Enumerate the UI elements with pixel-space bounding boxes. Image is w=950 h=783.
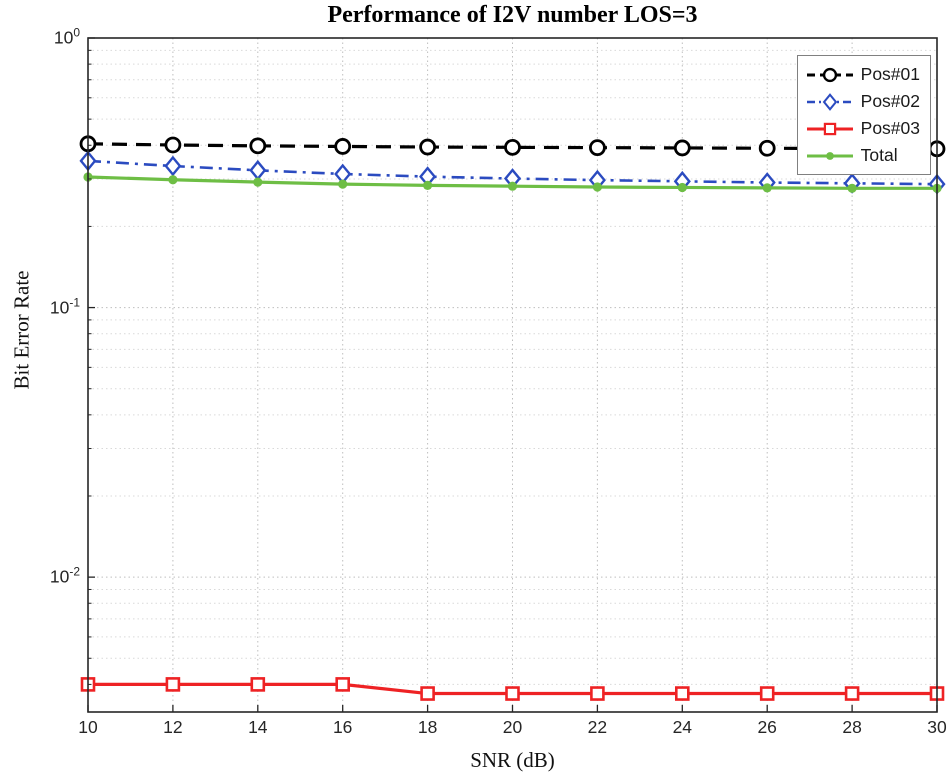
x-tick-label: 12 bbox=[163, 717, 183, 737]
marker-diamond-open bbox=[164, 155, 182, 177]
marker-circle-open bbox=[249, 137, 267, 155]
series-line-pos01 bbox=[87, 142, 938, 151]
marker-circle-open bbox=[589, 139, 606, 157]
x-tick-label: 10 bbox=[78, 717, 98, 737]
y-tick-label: 10-1 bbox=[49, 295, 80, 317]
legend-sample-total bbox=[806, 151, 853, 160]
x-tick-label: 22 bbox=[587, 717, 608, 737]
legend-label: Pos#03 bbox=[860, 118, 920, 138]
marker-circle-open bbox=[758, 139, 776, 157]
marker-circle-open bbox=[822, 67, 837, 82]
legend-label: Pos#02 bbox=[860, 91, 920, 111]
legend-sample-pos03 bbox=[806, 122, 853, 135]
x-tick-label: 28 bbox=[842, 717, 862, 737]
legend-label: Pos#01 bbox=[860, 64, 920, 84]
marker-circle-filled bbox=[825, 151, 834, 160]
x-tick-label: 30 bbox=[927, 717, 947, 737]
legend-item-pos03: Pos#03 bbox=[806, 115, 920, 142]
marker-square-open bbox=[823, 122, 836, 135]
marker-circle-filled bbox=[592, 182, 603, 192]
x-tick-label: 24 bbox=[672, 717, 693, 737]
marker-circle-filled bbox=[762, 183, 772, 193]
y-tick-label: 100 bbox=[53, 25, 80, 48]
marker-square-open bbox=[250, 677, 266, 692]
x-tick-label: 18 bbox=[417, 717, 438, 737]
marker-circle-filled bbox=[253, 177, 263, 187]
x-tick-label: 26 bbox=[757, 717, 777, 737]
marker-diamond-open bbox=[822, 92, 837, 111]
x-tick-label: 16 bbox=[332, 717, 353, 737]
legend-sample-pos01 bbox=[806, 67, 853, 82]
marker-square-open bbox=[759, 686, 775, 701]
marker-circle-filled bbox=[677, 182, 687, 193]
marker-circle-open bbox=[504, 138, 521, 156]
marker-square-open bbox=[844, 686, 860, 701]
marker-circle-filled bbox=[423, 180, 433, 190]
marker-circle-open bbox=[673, 139, 691, 157]
marker-square-open bbox=[505, 686, 520, 701]
legend-item-pos02: Pos#02 bbox=[806, 88, 920, 115]
marker-circle-filled bbox=[168, 175, 178, 185]
legend-item-pos01: Pos#01 bbox=[806, 61, 920, 88]
marker-diamond-open bbox=[249, 159, 267, 181]
legend-label: Total bbox=[860, 145, 898, 165]
marker-square-open bbox=[335, 677, 351, 692]
marker-square-open bbox=[165, 677, 181, 692]
legend-item-total: Total bbox=[806, 142, 920, 169]
marker-circle-filled bbox=[847, 183, 857, 193]
x-axis-label: SNR (dB) bbox=[470, 748, 555, 772]
marker-square-open bbox=[674, 686, 690, 701]
x-tick-label: 14 bbox=[248, 717, 268, 737]
marker-circle-open bbox=[334, 138, 352, 155]
legend-sample-pos02 bbox=[806, 92, 853, 111]
x-tick-label: 20 bbox=[502, 717, 523, 737]
y-tick-label: 10-2 bbox=[49, 564, 80, 587]
marker-square-open bbox=[590, 686, 605, 701]
legend: Pos#01 Pos#02 Pos#03 Total bbox=[796, 55, 931, 175]
y-axis-label: Bit Error Rate bbox=[9, 270, 34, 390]
marker-square-open bbox=[420, 686, 435, 701]
marker-circle-open bbox=[419, 138, 437, 156]
marker-circle-filled bbox=[338, 179, 348, 189]
marker-circle-open bbox=[164, 136, 182, 154]
chart-title: Performance of I2V number LOS=3 bbox=[327, 2, 698, 28]
marker-circle-filled bbox=[507, 181, 518, 191]
